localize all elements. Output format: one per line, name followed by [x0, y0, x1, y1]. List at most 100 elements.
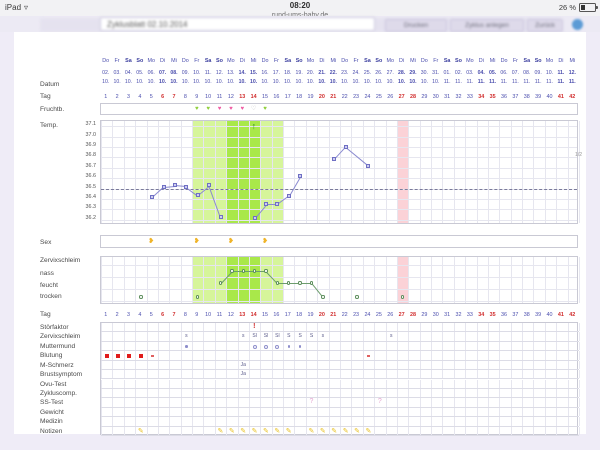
table-row[interactable] — [101, 388, 580, 399]
temperature-data-point[interactable] — [343, 145, 348, 149]
table-cell-value[interactable]: Ja — [240, 371, 246, 378]
cervix-closed-marker[interactable] — [287, 345, 291, 348]
temperature-data-point[interactable] — [264, 202, 269, 207]
page-title-field[interactable]: Zyklusblatt 02.10.2014 — [100, 17, 375, 31]
note-pencil-icon[interactable]: ✎ — [354, 427, 360, 435]
table-cell-value[interactable]: S — [287, 333, 291, 340]
note-pencil-icon[interactable]: ✎ — [240, 427, 247, 435]
bleeding-marker-small[interactable] — [367, 354, 370, 358]
cervix-open-marker[interactable] — [252, 344, 257, 349]
mucus-data-point[interactable] — [355, 295, 359, 299]
temperature-data-point[interactable] — [298, 174, 303, 179]
mucus-data-point[interactable] — [275, 281, 280, 285]
mucus-data-point[interactable] — [287, 281, 291, 285]
note-pencil-icon[interactable]: ✎ — [217, 427, 224, 435]
temperature-data-point[interactable] — [161, 184, 166, 189]
table-gridline — [283, 388, 285, 398]
note-pencil-icon[interactable]: ✎ — [274, 427, 281, 435]
mucus-data-point[interactable] — [400, 295, 405, 299]
cervix-open-marker[interactable] — [275, 344, 280, 349]
temperature-data-point[interactable] — [366, 163, 371, 168]
temperature-data-point[interactable] — [195, 192, 200, 197]
table-row[interactable] — [101, 379, 580, 389]
mucus-data-point[interactable] — [196, 295, 200, 299]
mucus-data-point[interactable] — [241, 269, 245, 273]
temperature-data-point[interactable] — [184, 184, 189, 189]
bleeding-marker[interactable] — [138, 353, 143, 358]
table-cell-value[interactable]: Ja — [240, 361, 246, 368]
mucus-data-point[interactable] — [218, 281, 223, 285]
table-gridline — [510, 426, 512, 435]
cervical-mucus-chart[interactable] — [100, 256, 580, 304]
mucus-data-point[interactable] — [309, 281, 314, 285]
sex-row-box[interactable] — [100, 235, 578, 248]
temperature-data-point[interactable] — [150, 194, 155, 199]
temperature-chart[interactable]: ↑ — [100, 120, 580, 224]
table-row[interactable] — [101, 351, 580, 361]
fertility-row-box[interactable] — [100, 103, 578, 115]
table-row[interactable]: ?? — [101, 398, 580, 408]
table-gridline — [453, 341, 455, 351]
note-pencil-icon[interactable]: ✎ — [251, 427, 258, 435]
temperature-data-point[interactable] — [252, 215, 257, 220]
table-cell-value[interactable]: S — [309, 333, 314, 340]
temperature-data-point[interactable] — [218, 214, 223, 219]
table-cell-value[interactable]: Sl — [275, 333, 280, 340]
table-cell-value[interactable]: Sl — [263, 333, 269, 340]
new-cycle-button[interactable]: Zyklus anlegen — [450, 19, 524, 32]
cycle-day-cell: 38 — [523, 94, 530, 100]
table-row[interactable] — [101, 341, 580, 352]
chart-gridline-h — [101, 147, 577, 148]
temperature-data-point[interactable] — [332, 157, 337, 162]
mucus-data-point[interactable] — [139, 295, 143, 299]
table-row[interactable]: Ja — [101, 370, 580, 380]
table-row[interactable] — [101, 417, 580, 427]
cervix-closed-marker[interactable] — [298, 345, 302, 348]
back-button[interactable]: Zurück — [527, 19, 563, 32]
table-gridline — [567, 379, 569, 388]
pregnancy-test-marker[interactable]: ? — [309, 398, 314, 406]
bleeding-marker-small[interactable] — [151, 354, 154, 358]
table-cell-value[interactable]: s — [185, 333, 188, 340]
pregnancy-test-marker[interactable]: ? — [377, 398, 382, 406]
temperature-data-point[interactable] — [172, 183, 177, 188]
table-cell-value[interactable]: s — [321, 333, 325, 340]
mucus-data-point[interactable] — [321, 295, 325, 299]
mucus-data-point[interactable] — [230, 269, 234, 273]
temperature-data-point[interactable] — [275, 202, 280, 207]
table-cell-value[interactable]: s — [389, 333, 393, 340]
note-pencil-icon[interactable]: ✎ — [263, 427, 269, 435]
bleeding-marker[interactable] — [104, 353, 109, 358]
table-row[interactable]: ! — [101, 323, 580, 333]
table-row[interactable]: Ja — [101, 360, 580, 371]
table-gridline — [385, 398, 387, 407]
temperature-data-point[interactable] — [286, 193, 291, 198]
note-pencil-icon[interactable]: ✎ — [285, 427, 292, 435]
note-pencil-icon[interactable]: ✎ — [137, 427, 144, 435]
mucus-data-point[interactable] — [298, 281, 302, 285]
mucus-data-point[interactable] — [264, 269, 268, 273]
temperature-data-point[interactable] — [207, 183, 212, 188]
cervix-open-marker[interactable] — [264, 344, 269, 349]
table-cell-value[interactable]: S — [298, 333, 302, 340]
print-button[interactable]: Drucken — [385, 19, 447, 32]
mucus-data-point[interactable] — [252, 269, 257, 273]
note-pencil-icon[interactable]: ✎ — [228, 427, 235, 435]
bleeding-marker[interactable] — [116, 353, 121, 358]
table-gridline — [396, 426, 398, 435]
table-cell-value[interactable]: Sl — [252, 333, 257, 340]
disturbance-marker[interactable]: ! — [253, 323, 256, 330]
bleeding-marker[interactable] — [127, 353, 132, 358]
note-pencil-icon[interactable]: ✎ — [331, 427, 338, 435]
circle-action-icon[interactable] — [572, 19, 583, 30]
note-pencil-icon[interactable]: ✎ — [308, 427, 315, 435]
table-cell-value[interactable]: s — [242, 333, 245, 340]
note-pencil-icon[interactable]: ✎ — [365, 427, 372, 435]
cervix-closed-marker[interactable] — [185, 345, 188, 348]
note-pencil-icon[interactable]: ✎ — [342, 427, 349, 435]
table-row[interactable]: ✎ ✎ ✎ ✎ ✎ ✎ ✎ ✎ ✎ ✎ ✎ ✎ ✎ ✎ — [101, 426, 580, 436]
note-pencil-icon[interactable]: ✎ — [319, 427, 326, 435]
table-row[interactable] — [101, 407, 580, 418]
